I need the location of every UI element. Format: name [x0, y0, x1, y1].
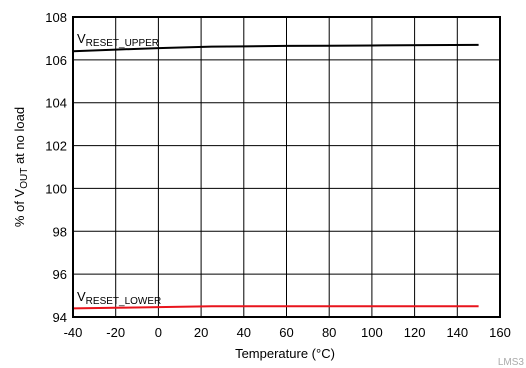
- y-tick-label: 100: [45, 181, 67, 196]
- y-tick-label: 108: [45, 10, 67, 25]
- tick-labels: -40 -20 0 20 40 60 80 100 120 140 160 94 96 98 100 102 1…: [45, 10, 511, 340]
- y-tick-label: 94: [53, 310, 67, 325]
- series-line-reset-upper: [72, 43, 479, 53]
- x-tick-label: 80: [322, 325, 336, 340]
- series-label-upper-sub: RESET_UPPER: [86, 38, 159, 49]
- x-tick-label: 120: [404, 325, 426, 340]
- x-tick-label: 140: [446, 325, 468, 340]
- y-axis-title-sub: OUT: [19, 168, 30, 189]
- x-tick-label: -40: [64, 325, 83, 340]
- x-tick-label: -20: [106, 325, 125, 340]
- y-axis-title-prefix: % of V: [12, 188, 27, 227]
- x-tick-label: 100: [361, 325, 383, 340]
- y-tick-label: 96: [53, 267, 67, 282]
- series-label-lower-sub: RESET_LOWER: [86, 296, 162, 307]
- series-label-lower-main: V: [77, 289, 86, 304]
- gridlines: [73, 17, 500, 317]
- y-axis-title: % of VOUT at no load: [12, 107, 30, 227]
- watermark-label: LMS3: [498, 357, 525, 368]
- y-tick-label: 104: [45, 96, 67, 111]
- x-tick-label: 160: [489, 325, 511, 340]
- x-tick-label: 0: [155, 325, 162, 340]
- y-tick-label: 106: [45, 53, 67, 68]
- x-tick-label: 20: [194, 325, 208, 340]
- plot-frame: [72, 16, 501, 318]
- x-tick-label: 40: [237, 325, 251, 340]
- series-lines: [72, 43, 479, 310]
- x-tick-label: 60: [279, 325, 293, 340]
- y-axis-title-suffix: at no load: [12, 107, 27, 168]
- series-line-reset-lower: [72, 305, 479, 310]
- x-axis-title: Temperature (°C): [235, 346, 335, 361]
- series-label-upper-main: V: [77, 31, 86, 46]
- series-label-reset-upper: VRESET_UPPER: [77, 31, 159, 49]
- series-label-reset-lower: VRESET_LOWER: [77, 289, 161, 307]
- y-tick-label: 98: [53, 224, 67, 239]
- y-tick-label: 102: [45, 139, 67, 154]
